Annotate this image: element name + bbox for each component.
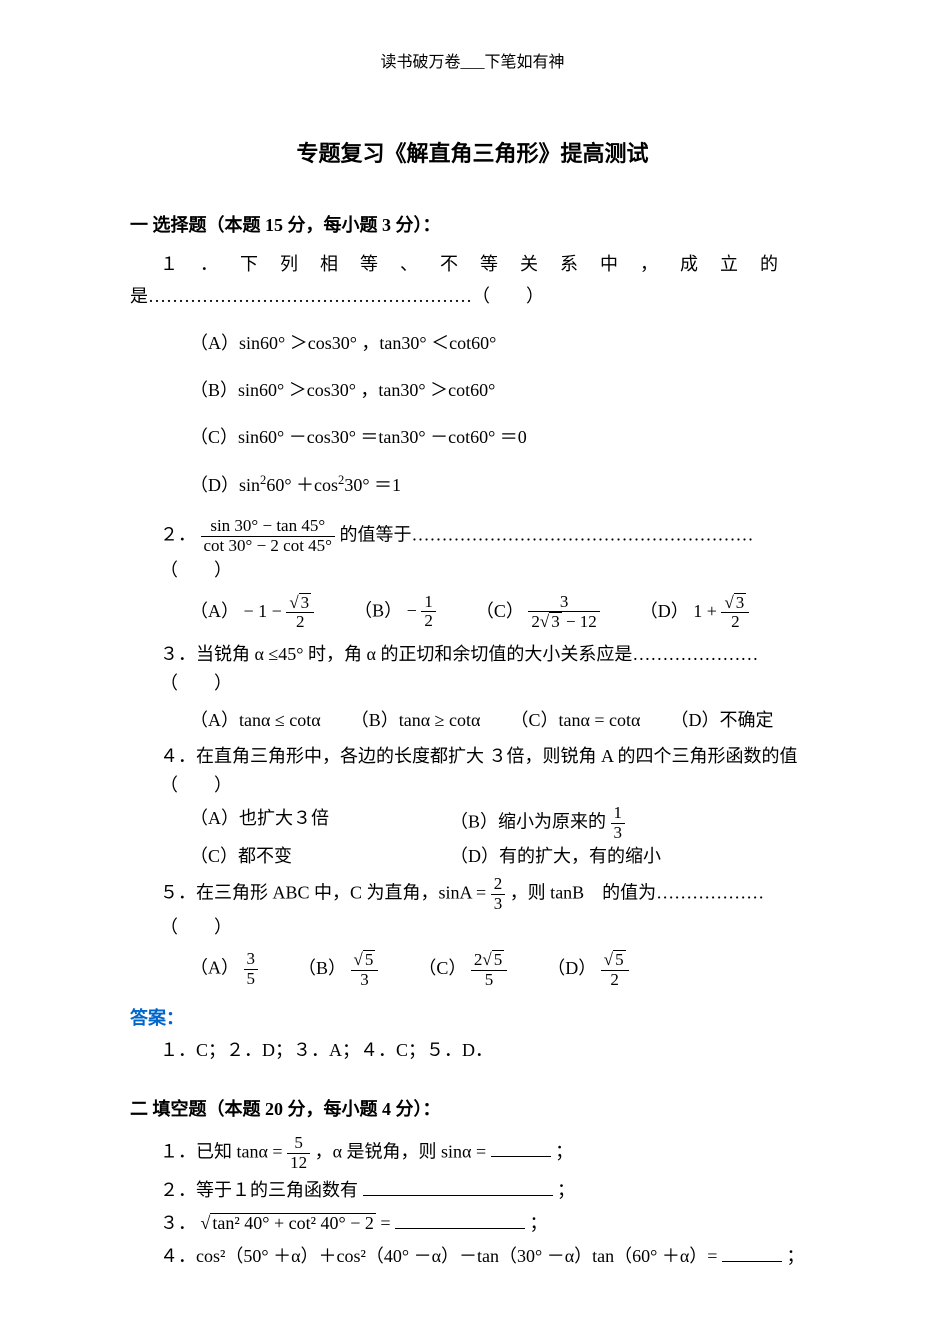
q4-stem: ４．在直角三角形中，各边的长度都扩大 ３倍，则锐角 A 的四个三角形函数的值（ … [130, 742, 815, 800]
q2-fraction: sin 30° − tan 45° cot 30° − 2 cot 45° [201, 517, 335, 555]
blank-field [491, 1138, 551, 1157]
answers-text: １．C；２．D；３．A；４．C；５．D． [130, 1036, 815, 1065]
blank-field [395, 1210, 525, 1229]
q1-stem-line1: １．下列相等、不等关系中，成立的 [130, 250, 815, 279]
q4-option-b: （B）缩小为原来的 1 3 [450, 804, 625, 842]
q4-options-row2: （C）都不变 （D）有的扩大，有的缩小 [130, 842, 815, 871]
q5-options: （A） 3 5 （B） √5 3 （C） 2√5 5 （D） √5 2 [130, 950, 815, 989]
section2-heading: 二 填空题（本题 20 分，每小题 4 分）： [130, 1095, 815, 1124]
q2-option-d: （D） 1 + √3 2 [640, 593, 750, 632]
answers-label: 答案： [130, 1004, 815, 1033]
q1-stem-line2: 是………………………………………………（ ） [130, 282, 815, 311]
q2-options: （A） − 1 − √3 2 （B） − 1 2 （C） 3 2√3 − 12 [130, 593, 815, 632]
q3-options: （A）tanα ≤ cotα （B）tanα ≥ cotα （C）tanα = … [130, 706, 815, 735]
section1-heading: 一 选择题（本题 15 分，每小题 3 分）： [130, 211, 815, 240]
s2-q2: ２．等于１的三角函数有 ； [130, 1176, 815, 1205]
q3-stem: ３．当锐角 α ≤45° 时，角 α 的正切和余切值的大小关系应是…………………… [130, 640, 815, 698]
blank-field [363, 1177, 553, 1196]
q2-option-c: （C） 3 2√3 − 12 [476, 593, 600, 632]
q5-option-d: （D） √5 2 [547, 950, 628, 989]
q2-option-a: （A） − 1 − √3 2 [190, 593, 314, 632]
q1-option-a: （A）sin60° ＞cos30° ，tan30° ＜cot60° [130, 329, 815, 358]
s2-q1: １．已知 tanα = 5 12 ，α 是锐角，则 sinα = ； [130, 1134, 815, 1172]
header-proverb: 读书破万卷___下笔如有神 [130, 50, 815, 76]
q4-option-d: （D）有的扩大，有的缩小 [450, 842, 661, 871]
q1-option-b: （B）sin60° ＞cos30° ，tan30° ＞cot60° [130, 376, 815, 405]
q1-option-c: （C）sin60° －cos30° ＝tan30° －cot60° ＝0 [130, 423, 815, 452]
q4-option-c: （C）都不变 [190, 842, 450, 871]
q1-option-d: （D）sin260° ＋cos230° ＝1 [130, 470, 815, 500]
main-title: 专题复习《解直角三角形》提高测试 [130, 136, 815, 171]
q4-option-a: （A）也扩大３倍 [190, 804, 450, 842]
q3-option-c: （C）tanα = cotα [510, 706, 640, 735]
page: 读书破万卷___下笔如有神 专题复习《解直角三角形》提高测试 一 选择题（本题 … [0, 0, 945, 1325]
q4-options-row1: （A）也扩大３倍 （B）缩小为原来的 1 3 [130, 804, 815, 842]
q5-option-c: （C） 2√5 5 [418, 950, 507, 989]
q3-option-d: （D）不确定 [670, 706, 773, 735]
q2-option-b: （B） − 1 2 [354, 593, 436, 632]
q5-option-b: （B） √5 3 [298, 950, 378, 989]
q3-option-b: （B）tanα ≥ cotα [351, 706, 481, 735]
q3-option-a: （A）tanα ≤ cotα [190, 706, 321, 735]
blank-field [722, 1243, 782, 1262]
q5-option-a: （A） 3 5 [190, 950, 258, 989]
s2-q3: ３． √tan² 40° + cot² 40° − 2 = ； [130, 1209, 815, 1238]
s2-q4: ４．cos²（50° ＋α）＋cos²（40° －α）－tan（30° －α）t… [130, 1242, 815, 1271]
q5-stem: ５．在三角形 ABC 中，C 为直角，sinA = 2 3 ，则 tanB 的值… [130, 875, 815, 942]
q2-stem: ２． sin 30° − tan 45° cot 30° − 2 cot 45°… [130, 517, 815, 584]
